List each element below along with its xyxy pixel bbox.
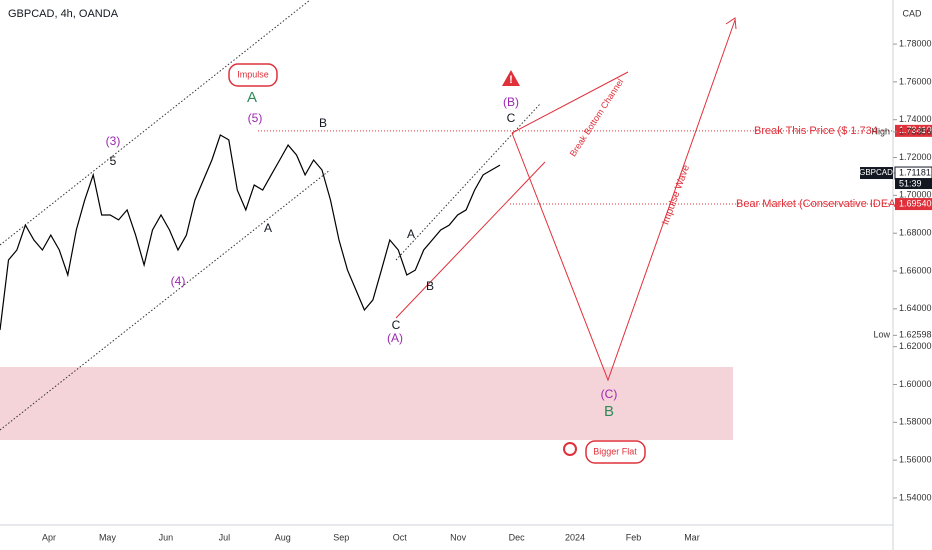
annotation: Break This Price ($ 1.734 bbox=[754, 125, 878, 137]
small-channel-upper bbox=[395, 103, 541, 261]
x-tick-label: Sep bbox=[333, 532, 349, 542]
x-tick-label: Dec bbox=[509, 532, 526, 542]
y-tick-label: 1.56000 bbox=[899, 455, 932, 465]
x-tick-label: May bbox=[99, 532, 117, 542]
y-tick-label: 1.76000 bbox=[899, 76, 932, 86]
wave-label: C bbox=[507, 111, 516, 125]
projection bbox=[511, 19, 736, 382]
wave-label: B bbox=[319, 116, 327, 130]
wave-label: C bbox=[392, 318, 401, 332]
wave-label: (B) bbox=[503, 95, 519, 109]
flat-box bbox=[585, 440, 646, 464]
y-tick-label: 1.70000 bbox=[899, 190, 932, 200]
price-line bbox=[0, 134, 501, 331]
price-label-box bbox=[895, 124, 932, 137]
channel-lower bbox=[0, 169, 331, 431]
wave-label: (A) bbox=[387, 331, 403, 345]
symbol-tag bbox=[860, 167, 893, 180]
wave-label: 5 bbox=[110, 154, 117, 168]
warning-icon bbox=[502, 70, 520, 86]
y-tick-label: 1.54000 bbox=[899, 492, 932, 502]
price-label: 1.69540 bbox=[899, 198, 932, 208]
y-tick-label: 1.72000 bbox=[899, 152, 932, 162]
annotation: Bigger Flat bbox=[593, 446, 637, 456]
x-tick-label: Jul bbox=[219, 532, 231, 542]
wave-label: A bbox=[247, 89, 257, 106]
price-label-box bbox=[895, 198, 932, 211]
wave-label: B bbox=[426, 279, 434, 293]
x-tick-label: Nov bbox=[450, 532, 467, 542]
price-note: High bbox=[871, 126, 890, 136]
wave-label: B bbox=[604, 403, 614, 420]
wave-label: (5) bbox=[248, 111, 263, 125]
x-tick-label: Feb bbox=[626, 532, 642, 542]
annotation: Bear Market (Conservative IDEA) bbox=[736, 198, 899, 210]
currency: CAD bbox=[902, 8, 922, 18]
price-label: 1.71181 bbox=[899, 167, 931, 177]
wave-label: (C) bbox=[601, 387, 618, 401]
price-note: Low bbox=[873, 330, 890, 340]
price-label: 1.62598 bbox=[899, 330, 932, 340]
warning-mark: ! bbox=[509, 74, 513, 86]
y-tick-label: 1.74000 bbox=[899, 114, 932, 124]
target-zone bbox=[0, 367, 733, 440]
y-tick-label: 1.64000 bbox=[899, 303, 932, 313]
x-tick-label: Apr bbox=[42, 532, 56, 542]
wave-label: (4) bbox=[171, 274, 186, 288]
countdown-box bbox=[895, 178, 932, 190]
symbol-tag-text: GBPCAD bbox=[859, 168, 893, 177]
y-tick-label: 1.68000 bbox=[899, 228, 932, 238]
arrow-head bbox=[725, 17, 737, 30]
price-label: 1.73410 bbox=[899, 125, 932, 135]
break-line bbox=[511, 71, 629, 134]
y-tick-label: 1.78000 bbox=[899, 38, 932, 48]
y-tick-label: 1.66000 bbox=[899, 265, 932, 275]
x-tick-label: 2024 bbox=[565, 532, 585, 542]
y-tick-label: 1.60000 bbox=[899, 379, 932, 389]
bulb-icon bbox=[563, 442, 577, 456]
y-tick-label: 1.62000 bbox=[899, 341, 932, 351]
x-tick-label: Mar bbox=[684, 532, 700, 542]
x-tick-label: Jun bbox=[159, 532, 174, 542]
small-channel-lower bbox=[395, 161, 546, 319]
symbol-title: GBPCAD, 4h, OANDA bbox=[8, 8, 119, 20]
countdown: 51:39 bbox=[899, 178, 922, 188]
impulse-box bbox=[228, 63, 278, 87]
y-tick-label: 1.58000 bbox=[899, 417, 932, 427]
price-label: 1.73356 bbox=[899, 126, 932, 136]
channel-upper bbox=[0, 0, 311, 246]
wave-label: (3) bbox=[106, 134, 121, 148]
wave-label: A bbox=[407, 227, 415, 241]
annotation: Impulse bbox=[237, 69, 269, 79]
plot-area bbox=[0, 0, 893, 525]
x-tick-label: Aug bbox=[275, 532, 291, 542]
x-tick-label: Oct bbox=[393, 532, 408, 542]
wave-label: A bbox=[264, 221, 272, 235]
